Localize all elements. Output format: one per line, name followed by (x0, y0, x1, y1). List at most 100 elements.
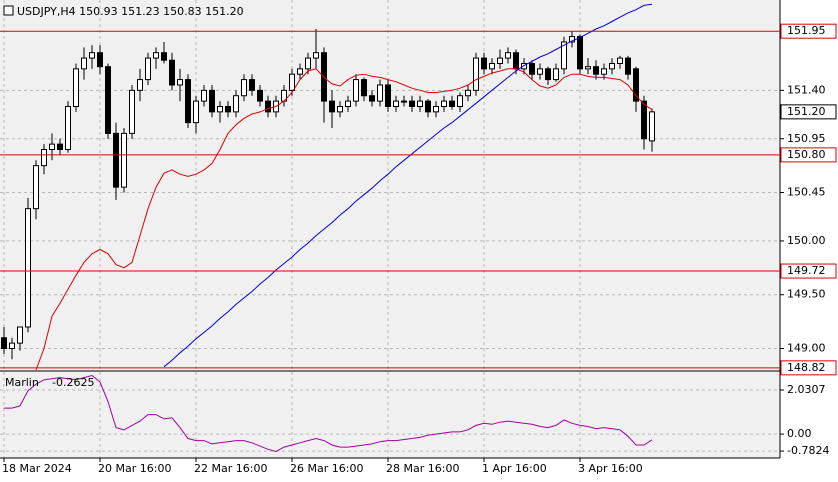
candle-body (465, 89, 471, 97)
candle-body (121, 132, 127, 188)
candle-body (153, 52, 159, 59)
level-label-box (780, 360, 837, 376)
line-series (4, 374, 653, 453)
candle-body (185, 79, 191, 124)
candle-body (177, 79, 183, 86)
level-label: 149.72 (787, 264, 826, 277)
x-tick-label: 1 Apr 16:00 (482, 462, 547, 475)
candle-body (57, 143, 63, 151)
chart-title: USDJPY,H4 150.93 151.23 150.83 151.20 (17, 5, 244, 18)
candle-body (633, 68, 639, 102)
candle-body (457, 95, 463, 107)
level-label: 148.82 (787, 361, 826, 374)
plot-background (0, 0, 780, 458)
level-label-box (780, 23, 837, 39)
candle-body (193, 100, 199, 124)
candle-body (641, 100, 647, 140)
candle-body (481, 57, 487, 70)
candle-body (145, 57, 151, 81)
candle-body (33, 165, 39, 210)
last-price-box (780, 104, 837, 120)
candle-body (625, 57, 631, 75)
candle-body (313, 52, 319, 59)
level-label: 151.95 (787, 24, 826, 37)
candle-body (401, 100, 407, 103)
candle-body (297, 68, 303, 75)
candle-body (81, 57, 87, 70)
candle-body (257, 89, 263, 102)
candle-body (617, 57, 623, 64)
candle-body (161, 52, 167, 61)
line-series (163, 3, 653, 368)
candle-body (449, 100, 455, 107)
level-label-box (780, 147, 837, 163)
candle-body (569, 36, 575, 43)
candle-body (609, 62, 615, 70)
candle-body (241, 79, 247, 97)
candle-body (73, 68, 79, 107)
candle-body (89, 52, 95, 59)
x-tick-label: 20 Mar 16:00 (98, 462, 171, 475)
indicator-value: -0.2625 (52, 376, 94, 389)
candle-body (353, 79, 359, 102)
x-tick-label: 26 Mar 16:00 (290, 462, 363, 475)
candle-body (361, 79, 367, 97)
x-tick-label: 22 Mar 16:00 (194, 462, 267, 475)
candle-body (441, 100, 447, 107)
candle-body (649, 111, 655, 142)
y-tick-label: 151.40 (787, 83, 826, 96)
candle-body (97, 52, 103, 68)
y-tick-label: 149.00 (787, 341, 826, 354)
candle-body (345, 100, 351, 107)
candle-body (561, 41, 567, 70)
candle-body (553, 68, 559, 81)
candle-body (289, 73, 295, 91)
candle-body (217, 105, 223, 113)
candle-body (577, 36, 583, 70)
candle-body (17, 326, 23, 344)
candle-body (25, 208, 31, 328)
candle-body (9, 342, 15, 349)
candle-body (209, 89, 215, 113)
candle-body (593, 66, 599, 75)
x-tick-label: 3 Apr 16:00 (578, 462, 643, 475)
y-tick-label: 150.95 (787, 132, 826, 145)
level-label: 150.80 (787, 148, 826, 161)
candle-body (601, 68, 607, 75)
candle-body (305, 57, 311, 70)
candle-body (409, 100, 415, 107)
candle-body (169, 59, 175, 86)
candle-body (1, 337, 7, 349)
x-tick-label: 28 Mar 16:00 (386, 462, 459, 475)
y-tick-label: 0.00 (787, 427, 812, 440)
candle-body (49, 143, 55, 151)
candle-body (201, 89, 207, 102)
y-tick-label: 149.50 (787, 288, 826, 301)
candle-body (249, 79, 255, 91)
candle-body (497, 57, 503, 64)
candle-body (329, 100, 335, 113)
y-tick-label: 150.45 (787, 186, 826, 199)
candle-body (473, 57, 479, 91)
candle-body (537, 68, 543, 75)
price-panel (1, 3, 655, 453)
candle-body (513, 52, 519, 70)
chart-icon (3, 5, 14, 16)
candle-body (137, 79, 143, 91)
candle-body (113, 132, 119, 188)
line-series (35, 68, 653, 371)
candle-body (505, 52, 511, 59)
y-tick-label: 2.0307 (787, 383, 826, 396)
candle-body (233, 95, 239, 113)
candle-body (425, 100, 431, 113)
candle-body (265, 100, 271, 113)
candle-body (417, 100, 423, 107)
candle-body (433, 105, 439, 113)
level-label-box (780, 263, 837, 279)
candle-body (41, 149, 47, 167)
candle-body (105, 66, 111, 134)
candle-body (337, 105, 343, 113)
candle-body (529, 62, 535, 75)
candle-body (377, 84, 383, 102)
candle-body (393, 100, 399, 107)
